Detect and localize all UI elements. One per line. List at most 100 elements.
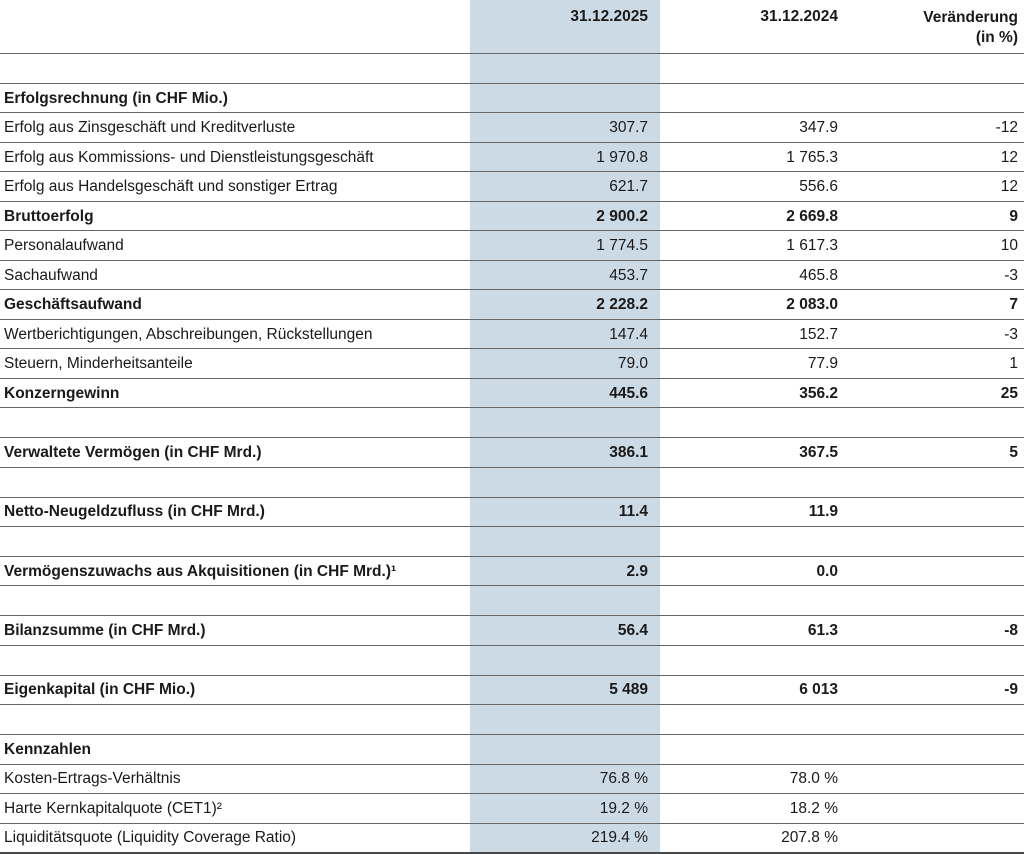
value-2025: 219.4 % bbox=[591, 829, 648, 847]
value-2024: 1 765.3 bbox=[786, 148, 838, 166]
value-2025: 2 900.2 bbox=[596, 207, 648, 225]
value-change: -9 bbox=[1004, 681, 1018, 699]
value-2025: 307.7 bbox=[609, 119, 648, 137]
row-verwaltete-vermoegen: Verwaltete Vermögen (in CHF Mrd.) 386.1 … bbox=[0, 437, 1024, 467]
value-change: 1 bbox=[1009, 355, 1018, 373]
value-2024: 6 013 bbox=[799, 681, 838, 699]
row-label: Steuern, Minderheitsanteile bbox=[4, 355, 193, 373]
row-wertberichtigungen: Wertberichtigungen, Abschreibungen, Rück… bbox=[0, 318, 1024, 349]
row-sachaufwand: Sachaufwand 453.7 465.8 -3 bbox=[0, 259, 1024, 290]
value-2025: 11.4 bbox=[618, 503, 648, 521]
value-2025: 2.9 bbox=[626, 562, 648, 580]
row-label: Erfolg aus Handelsgeschäft und sonstiger… bbox=[4, 178, 338, 196]
value-2024: 465.8 bbox=[799, 266, 838, 284]
row-label: Bilanzsumme (in CHF Mrd.) bbox=[4, 622, 206, 640]
value-change: 10 bbox=[1000, 237, 1018, 255]
value-2025: 19.2 % bbox=[599, 799, 648, 817]
value-2024: 18.2 % bbox=[789, 799, 838, 817]
spacer-row-7 bbox=[0, 704, 1024, 734]
value-change: 25 bbox=[1000, 384, 1018, 402]
value-2025: 79.0 bbox=[617, 355, 648, 373]
value-change: 9 bbox=[1009, 207, 1018, 225]
value-change: 5 bbox=[1009, 443, 1018, 461]
value-2025: 76.8 % bbox=[599, 770, 648, 788]
row-label: Bruttoerfolg bbox=[4, 207, 94, 225]
row-kosten-ertrags-verhaeltnis: Kosten-Ertrags-Verhältnis 76.8 % 78.0 % bbox=[0, 763, 1024, 794]
row-label: Verwaltete Vermögen (in CHF Mrd.) bbox=[4, 443, 262, 461]
row-vermoegenszuwachs-akquisitionen: Vermögenszuwachs aus Akquisitionen (in C… bbox=[0, 555, 1024, 586]
value-change: 12 bbox=[1000, 178, 1018, 196]
row-personalaufwand: Personalaufwand 1 774.5 1 617.3 10 bbox=[0, 230, 1024, 260]
value-2024: 556.6 bbox=[799, 178, 838, 196]
spacer-row-3 bbox=[0, 466, 1024, 497]
row-label: Erfolg aus Zinsgeschäft und Kreditverlus… bbox=[4, 119, 296, 137]
column-header-change-line1: Veränderung bbox=[923, 9, 1018, 26]
value-change: -8 bbox=[1004, 622, 1018, 640]
row-label: Geschäftsaufwand bbox=[4, 296, 142, 314]
row-label: Kosten-Ertrags-Verhältnis bbox=[4, 770, 181, 788]
column-header-change-line2: (in %) bbox=[975, 29, 1018, 46]
row-label: Wertberichtigungen, Abschreibungen, Rück… bbox=[4, 325, 373, 343]
row-label: Erfolg aus Kommissions- und Dienstleistu… bbox=[4, 148, 374, 166]
value-2025: 2 228.2 bbox=[596, 296, 648, 314]
value-2024: 207.8 % bbox=[781, 829, 838, 847]
value-2024: 2 083.0 bbox=[786, 296, 838, 314]
row-label: Harte Kernkapitalquote (CET1)² bbox=[4, 799, 222, 817]
row-liquiditaetsquote: Liquiditätsquote (Liquidity Coverage Rat… bbox=[0, 822, 1024, 852]
value-2025: 1 774.5 bbox=[596, 237, 648, 255]
row-kennzahlen-section: Kennzahlen bbox=[0, 734, 1024, 764]
value-2025: 5 489 bbox=[609, 681, 648, 699]
value-change: -12 bbox=[995, 119, 1018, 137]
row-geschaeftsaufwand: Geschäftsaufwand 2 228.2 2 083.0 7 bbox=[0, 289, 1024, 319]
spacer-row-4 bbox=[0, 526, 1024, 556]
value-2024: 367.5 bbox=[799, 443, 838, 461]
row-erfolg-handelsgeschaeft: Erfolg aus Handelsgeschäft und sonstiger… bbox=[0, 171, 1024, 201]
value-2024: 1 617.3 bbox=[786, 237, 838, 255]
spacer-row-6 bbox=[0, 644, 1024, 675]
spacer-row-2 bbox=[0, 407, 1024, 437]
column-header-2025: 31.12.2025 bbox=[570, 8, 648, 25]
value-2025: 56.4 bbox=[617, 622, 648, 640]
value-2025: 386.1 bbox=[609, 443, 648, 461]
column-header-change: Veränderung (in %) bbox=[840, 8, 1024, 48]
row-bilanzsumme: Bilanzsumme (in CHF Mrd.) 56.4 61.3 -8 bbox=[0, 615, 1024, 645]
value-change: -3 bbox=[1004, 266, 1018, 284]
value-2024: 11.9 bbox=[808, 503, 838, 521]
value-change: 12 bbox=[1000, 148, 1018, 166]
row-label: Erfolgsrechnung (in CHF Mio.) bbox=[4, 89, 228, 107]
row-harte-kernkapitalquote: Harte Kernkapitalquote (CET1)² 19.2 % 18… bbox=[0, 793, 1024, 823]
table-header-row: 31.12.2025 31.12.2024 Veränderung (in %) bbox=[0, 0, 1024, 53]
row-bruttoerfolg: Bruttoerfolg 2 900.2 2 669.8 9 bbox=[0, 200, 1024, 231]
value-2024: 61.3 bbox=[807, 622, 838, 640]
column-header-2024: 31.12.2024 bbox=[760, 8, 838, 25]
value-change: -3 bbox=[1004, 325, 1018, 343]
row-label: Liquiditätsquote (Liquidity Coverage Rat… bbox=[4, 829, 297, 847]
row-label: Vermögenszuwachs aus Akquisitionen (in C… bbox=[4, 562, 397, 580]
value-2024: 2 669.8 bbox=[786, 207, 838, 225]
row-eigenkapital: Eigenkapital (in CHF Mio.) 5 489 6 013 -… bbox=[0, 674, 1024, 705]
value-2024: 77.9 bbox=[807, 355, 838, 373]
value-2025: 453.7 bbox=[609, 266, 648, 284]
value-change: 7 bbox=[1009, 296, 1018, 314]
row-erfolg-zinsgeschaeft: Erfolg aus Zinsgeschäft und Kreditverlus… bbox=[0, 112, 1024, 142]
spacer-row-5 bbox=[0, 585, 1024, 615]
row-erfolgsrechnung-section: Erfolgsrechnung (in CHF Mio.) bbox=[0, 82, 1024, 113]
row-label: Sachaufwand bbox=[4, 266, 98, 284]
value-2025: 445.6 bbox=[609, 384, 648, 402]
value-2025: 621.7 bbox=[609, 178, 648, 196]
spacer-row-1 bbox=[0, 53, 1024, 83]
row-label: Personalaufwand bbox=[4, 237, 124, 255]
value-2025: 147.4 bbox=[609, 325, 648, 343]
value-2024: 356.2 bbox=[799, 384, 838, 402]
row-steuern-minderheitsanteile: Steuern, Minderheitsanteile 79.0 77.9 1 bbox=[0, 348, 1024, 378]
value-2024: 78.0 % bbox=[789, 770, 838, 788]
value-2024: 347.9 bbox=[799, 119, 838, 137]
value-2024: 0.0 bbox=[816, 562, 838, 580]
row-label: Netto-Neugeldzufluss (in CHF Mrd.) bbox=[4, 503, 265, 521]
row-label: Konzerngewinn bbox=[4, 384, 120, 402]
value-2025: 1 970.8 bbox=[596, 148, 648, 166]
row-erfolg-kommissionsgeschaeft: Erfolg aus Kommissions- und Dienstleistu… bbox=[0, 141, 1024, 172]
row-label: Kennzahlen bbox=[4, 740, 91, 758]
row-label: Eigenkapital (in CHF Mio.) bbox=[4, 681, 196, 699]
